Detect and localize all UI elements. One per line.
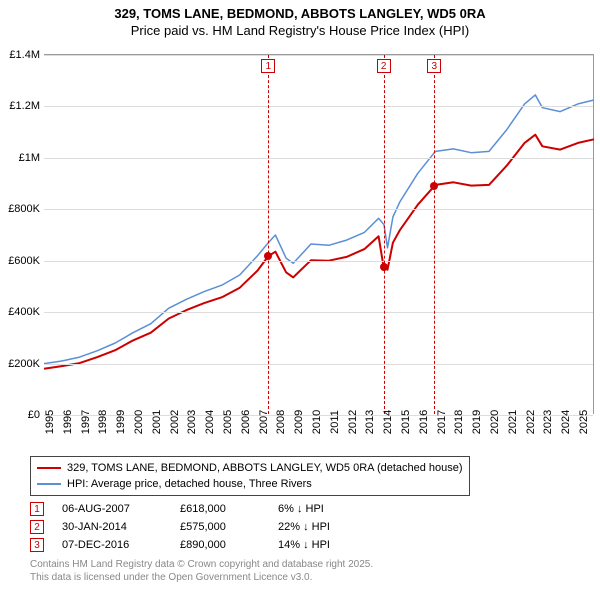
transaction-price: £575,000 <box>180 521 260 533</box>
gridline <box>44 261 593 262</box>
transaction-table: 1 06-AUG-2007 £618,000 6% ↓ HPI 2 30-JAN… <box>30 500 388 554</box>
sale-marker-line <box>268 55 269 414</box>
x-axis-label: 2019 <box>471 410 483 434</box>
x-axis-label: 2007 <box>258 410 270 434</box>
transaction-marker-box: 2 <box>30 520 44 534</box>
x-axis-label: 2009 <box>293 410 305 434</box>
x-axis-label: 2014 <box>382 410 394 434</box>
transaction-pct: 14% ↓ HPI <box>278 539 388 551</box>
x-axis-label: 2024 <box>560 410 572 434</box>
table-row: 3 07-DEC-2016 £890,000 14% ↓ HPI <box>30 536 388 554</box>
sale-marker-box: 2 <box>377 59 391 73</box>
attribution: Contains HM Land Registry data © Crown c… <box>30 558 373 584</box>
x-axis-label: 2005 <box>222 410 234 434</box>
transaction-marker-box: 1 <box>30 502 44 516</box>
transaction-date: 07-DEC-2016 <box>62 539 162 551</box>
gridline <box>44 106 593 107</box>
title-block: 329, TOMS LANE, BEDMOND, ABBOTS LANGLEY,… <box>0 0 600 40</box>
y-axis-label: £400K <box>0 306 40 318</box>
y-axis-label: £1.4M <box>0 49 40 61</box>
y-axis-label: £200K <box>0 358 40 370</box>
table-row: 1 06-AUG-2007 £618,000 6% ↓ HPI <box>30 500 388 518</box>
x-axis-label: 1998 <box>97 410 109 434</box>
legend-swatch <box>37 467 61 469</box>
sale-marker-line <box>384 55 385 414</box>
transaction-date: 06-AUG-2007 <box>62 503 162 515</box>
attribution-line2: This data is licensed under the Open Gov… <box>30 571 373 584</box>
x-axis-label: 2023 <box>542 410 554 434</box>
legend-label: 329, TOMS LANE, BEDMOND, ABBOTS LANGLEY,… <box>67 462 463 474</box>
x-axis-label: 1999 <box>115 410 127 434</box>
transaction-pct: 6% ↓ HPI <box>278 503 388 515</box>
x-axis-label: 2015 <box>400 410 412 434</box>
legend: 329, TOMS LANE, BEDMOND, ABBOTS LANGLEY,… <box>30 456 470 496</box>
chart-title-line1: 329, TOMS LANE, BEDMOND, ABBOTS LANGLEY,… <box>0 6 600 23</box>
y-axis-label: £0 <box>0 409 40 421</box>
x-axis-label: 2004 <box>204 410 216 434</box>
x-axis-label: 2010 <box>311 410 323 434</box>
legend-item: HPI: Average price, detached house, Thre… <box>37 476 463 492</box>
x-axis-labels: 1995199619971998199920002001200220032004… <box>44 418 594 458</box>
transaction-pct: 22% ↓ HPI <box>278 521 388 533</box>
x-axis-label: 2006 <box>240 410 252 434</box>
x-axis-label: 2002 <box>169 410 181 434</box>
x-axis-label: 2001 <box>151 410 163 434</box>
sale-marker-box: 1 <box>261 59 275 73</box>
x-axis-label: 2000 <box>133 410 145 434</box>
attribution-line1: Contains HM Land Registry data © Crown c… <box>30 558 373 571</box>
x-axis-label: 2011 <box>329 410 341 434</box>
legend-label: HPI: Average price, detached house, Thre… <box>67 478 312 490</box>
gridline <box>44 312 593 313</box>
transaction-price: £890,000 <box>180 539 260 551</box>
x-axis-label: 1996 <box>62 410 74 434</box>
sale-marker-dot <box>430 182 438 190</box>
gridline <box>44 209 593 210</box>
x-axis-label: 2018 <box>453 410 465 434</box>
y-axis-label: £1.2M <box>0 100 40 112</box>
chart-plot-area: £0£200K£400K£600K£800K£1M£1.2M£1.4M123 <box>44 54 594 414</box>
x-axis-label: 2021 <box>507 410 519 434</box>
x-axis-label: 2020 <box>489 410 501 434</box>
series-line-hpi <box>44 95 594 364</box>
x-axis-label: 2012 <box>347 410 359 434</box>
transaction-price: £618,000 <box>180 503 260 515</box>
y-axis-label: £600K <box>0 255 40 267</box>
table-row: 2 30-JAN-2014 £575,000 22% ↓ HPI <box>30 518 388 536</box>
transaction-marker-box: 3 <box>30 538 44 552</box>
sale-marker-dot <box>264 252 272 260</box>
x-axis-label: 1995 <box>44 410 56 434</box>
x-axis-label: 2022 <box>525 410 537 434</box>
chart-container: 329, TOMS LANE, BEDMOND, ABBOTS LANGLEY,… <box>0 0 600 590</box>
gridline <box>44 158 593 159</box>
gridline <box>44 55 593 56</box>
transaction-date: 30-JAN-2014 <box>62 521 162 533</box>
x-axis-label: 2003 <box>186 410 198 434</box>
x-axis-label: 2016 <box>418 410 430 434</box>
legend-item: 329, TOMS LANE, BEDMOND, ABBOTS LANGLEY,… <box>37 460 463 476</box>
legend-swatch <box>37 483 61 485</box>
chart-title-line2: Price paid vs. HM Land Registry's House … <box>0 23 600 40</box>
x-axis-label: 2017 <box>436 410 448 434</box>
y-axis-label: £1M <box>0 152 40 164</box>
x-axis-label: 1997 <box>80 410 92 434</box>
x-axis-label: 2025 <box>578 410 590 434</box>
gridline <box>44 364 593 365</box>
sale-marker-dot <box>380 263 388 271</box>
series-line-price_paid <box>44 135 594 369</box>
x-axis-label: 2013 <box>364 410 376 434</box>
sale-marker-box: 3 <box>427 59 441 73</box>
x-axis-label: 2008 <box>275 410 287 434</box>
chart-svg <box>44 55 593 414</box>
sale-marker-line <box>434 55 435 414</box>
y-axis-label: £800K <box>0 203 40 215</box>
